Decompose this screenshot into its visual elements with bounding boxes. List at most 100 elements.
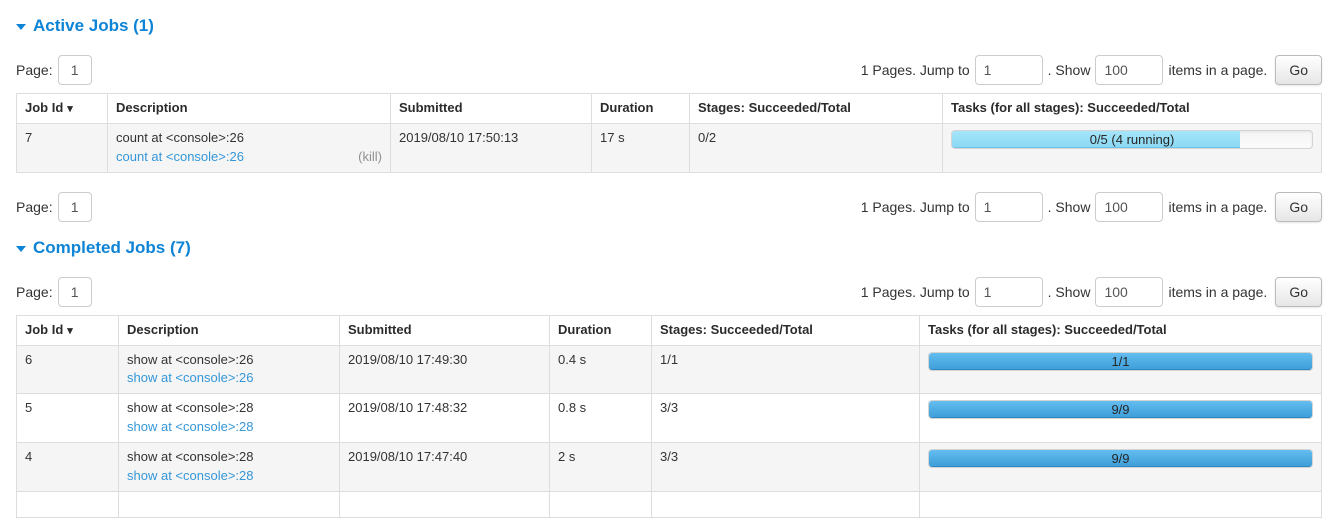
page-number-input[interactable] (57, 191, 92, 222)
job-detail-link[interactable]: show at <console>:28 (127, 467, 254, 483)
description-header[interactable]: Description (118, 314, 340, 346)
items-per-page-label: items in a page. (1168, 198, 1268, 215)
show-label: . Show (1047, 283, 1091, 300)
submitted-cell: 2019/08/10 17:49:30 (339, 344, 550, 395)
items-per-page-label: items in a page. (1168, 62, 1268, 78)
completed-jobs-title: Completed Jobs (7) (33, 237, 191, 257)
page-number-input[interactable] (57, 55, 92, 85)
section-title-completed-jobs[interactable]: Completed Jobs (7) (16, 238, 1322, 258)
duration-cell: 2 s (549, 441, 652, 492)
tasks-progress-bar: 9/9 (928, 448, 1313, 468)
show-label: . Show (1047, 198, 1091, 215)
job-detail-link[interactable]: show at <console>:26 (127, 370, 254, 386)
stages-header[interactable]: Stages: Succeeded/Total (651, 314, 920, 346)
duration-header[interactable]: Duration (591, 93, 690, 124)
description-cell: show at <console>:28 show at <console>:2… (118, 441, 340, 492)
collapse-caret-icon (16, 24, 26, 30)
description-cell: count at <console>:26 count at <console>… (107, 122, 391, 173)
sort-desc-icon: ▾ (67, 324, 73, 337)
pages-count-text: 1 Pages. Jump to (860, 198, 970, 215)
completed-job-row: 6 show at <console>:26 show at <console>… (16, 344, 1322, 395)
submitted-header[interactable]: Submitted (390, 93, 592, 124)
job-id-cell: 7 (16, 122, 108, 173)
go-button[interactable]: Go (1275, 276, 1322, 307)
show-label: . Show (1047, 62, 1091, 78)
tasks-cell: 9/9 (919, 393, 1322, 443)
submitted-cell: 2019/08/10 17:50:13 (390, 122, 592, 173)
duration-cell: 0.4 s (549, 344, 652, 395)
section-title-active-jobs[interactable]: Active Jobs (1) (16, 16, 1322, 36)
stages-header[interactable]: Stages: Succeeded/Total (689, 93, 943, 124)
tasks-cell: 1/1 (919, 344, 1322, 395)
completed-tasks-bar-fill (929, 352, 1312, 370)
tasks-cell: 0/5 (4 running) (942, 122, 1322, 173)
progress-label: 9/9 (1111, 450, 1130, 466)
stages-cell: 3/3 (651, 441, 920, 492)
completed-job-row: 4 show at <console>:28 show at <console>… (16, 441, 1322, 492)
job-id-header[interactable]: Job Id ▾ (16, 314, 119, 346)
job-id-cell: 4 (16, 441, 119, 492)
page-indicator: Page: (16, 55, 92, 85)
job-detail-link[interactable]: show at <console>:28 (127, 419, 254, 435)
pages-count-text: 1 Pages. Jump to (860, 283, 970, 300)
job-detail-link[interactable]: count at <console>:26 (116, 148, 244, 164)
tasks-progress-bar: 1/1 (928, 351, 1313, 371)
duration-cell: 17 s (591, 122, 690, 173)
page-label: Page: (16, 283, 53, 300)
page-indicator: Page: (16, 191, 92, 222)
jump-to-page-input[interactable] (974, 55, 1043, 85)
job-description: show at <console>:26 (127, 351, 254, 367)
items-per-page-input[interactable] (1095, 191, 1164, 222)
page-number-input[interactable] (57, 276, 92, 307)
submitted-header[interactable]: Submitted (339, 314, 550, 346)
active-jobs-title: Active Jobs (1) (33, 16, 154, 35)
items-per-page-input[interactable] (1095, 55, 1164, 85)
active-jobs-table: Job Id ▾ Description Submitted Duration S… (16, 93, 1322, 173)
page-label: Page: (16, 62, 53, 78)
pages-count-text: 1 Pages. Jump to (860, 62, 970, 78)
page-jump-controls: 1 Pages. Jump to . Show items in a page.… (860, 191, 1322, 222)
spark-jobs-page: Active Jobs (1) Page: 1 Pages. Jump to .… (0, 16, 1328, 518)
jump-to-page-input[interactable] (974, 276, 1043, 307)
completed-tasks-bar-fill (929, 449, 1312, 467)
page-label: Page: (16, 198, 53, 215)
sort-desc-icon: ▾ (67, 103, 73, 115)
active-job-row: 7 count at <console>:26 count at <consol… (16, 122, 1322, 173)
collapse-caret-icon (16, 245, 26, 252)
job-description: show at <console>:28 (127, 448, 254, 464)
description-cell: show at <console>:26 show at <console>:2… (118, 344, 340, 395)
description-header[interactable]: Description (107, 93, 391, 124)
completed-jobs-table: Job Id ▾ Description Submitted Duration S… (16, 314, 1322, 518)
completed-tasks-bar-fill (929, 401, 1312, 419)
go-button[interactable]: Go (1275, 191, 1322, 222)
stages-cell: 0/2 (689, 122, 943, 173)
page-indicator: Page: (16, 276, 92, 307)
page-jump-controls: 1 Pages. Jump to . Show items in a page.… (861, 55, 1322, 85)
active-jobs-bottom-pagination: Page: 1 Pages. Jump to . Show items in a… (16, 191, 1322, 222)
tasks-header[interactable]: Tasks (for all stages): Succeeded/Total (942, 93, 1322, 124)
job-id-cell: 5 (16, 393, 119, 443)
completed-job-row: 5 show at <console>:28 show at <console>… (16, 393, 1322, 443)
job-id-header[interactable]: Job Id ▾ (16, 93, 108, 124)
duration-cell: 0.8 s (549, 393, 652, 443)
progress-label: 1/1 (1111, 353, 1130, 369)
active-jobs-top-pagination: Page: 1 Pages. Jump to . Show items in a… (16, 55, 1322, 85)
duration-header[interactable]: Duration (549, 314, 652, 346)
jump-to-page-input[interactable] (974, 191, 1043, 222)
completed-jobs-header-row: Job Id ▾ Description Submitted Duration S… (16, 314, 1322, 346)
running-tasks-bar-fill (952, 130, 1240, 148)
job-description: count at <console>:26 (116, 129, 244, 145)
stages-cell: 3/3 (651, 393, 920, 443)
submitted-cell: 2019/08/10 17:48:32 (339, 393, 550, 443)
submitted-cell: 2019/08/10 17:47:40 (339, 441, 550, 492)
progress-label: 0/5 (4 running) (1089, 131, 1175, 147)
tasks-header[interactable]: Tasks (for all stages): Succeeded/Total (919, 314, 1322, 346)
tasks-cell: 9/9 (919, 441, 1322, 492)
tasks-progress-bar: 9/9 (928, 400, 1313, 420)
stages-cell: 1/1 (651, 344, 920, 395)
kill-job-link[interactable]: (kill) (358, 148, 382, 164)
completed-jobs-top-pagination: Page: 1 Pages. Jump to . Show items in a… (16, 276, 1322, 307)
items-per-page-input[interactable] (1095, 276, 1164, 307)
description-cell: show at <console>:28 show at <console>:2… (118, 393, 340, 443)
go-button[interactable]: Go (1275, 55, 1322, 85)
